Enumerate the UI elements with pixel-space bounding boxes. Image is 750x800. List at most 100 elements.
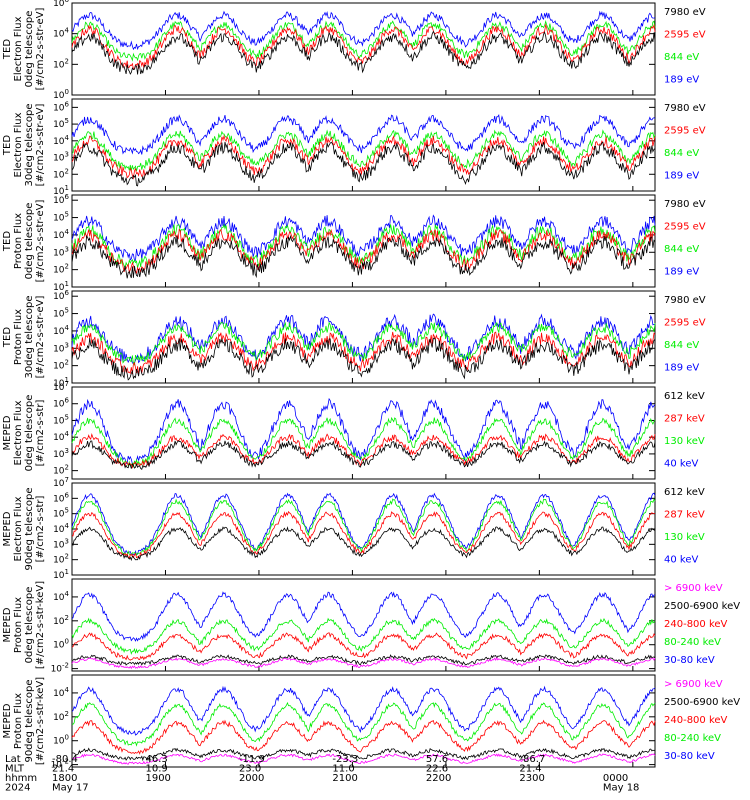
- panel-6: MEPEDElectron Flux90deg telescope[#/cm2-…: [2, 476, 705, 581]
- footer-value: -11.9: [239, 754, 265, 765]
- y-tick-label: 106: [53, 397, 69, 410]
- legend-entry: 287 keV: [664, 414, 705, 425]
- series-line: [71, 30, 656, 75]
- y-tick-exp: 6: [65, 289, 70, 297]
- y-axis-label-line: MEPED: [2, 607, 13, 642]
- series-line: [71, 337, 656, 381]
- series-line: [71, 10, 656, 51]
- legend-entry: 844 eV: [664, 52, 699, 63]
- y-tick-exp: 2: [65, 614, 69, 622]
- y-tick-label: 103: [53, 151, 69, 164]
- y-tick-exp: 4: [65, 27, 70, 35]
- series-line: [71, 113, 656, 155]
- panel-frame: [71, 290, 656, 384]
- series-line: [71, 331, 656, 375]
- series-line: [71, 510, 656, 559]
- y-tick-base: 10: [53, 510, 65, 520]
- footer-value: 23.0: [239, 764, 261, 775]
- y-tick-label: 105: [53, 507, 69, 520]
- series-line: [71, 632, 656, 661]
- series-line: [71, 397, 656, 466]
- footer-value: 21.4: [52, 764, 74, 775]
- y-tick-exp: 3: [65, 447, 69, 455]
- panel-5: MEPEDElectron Flux0deg telescope[#/cm2-s…: [2, 380, 705, 480]
- y-tick-label: 102: [53, 57, 69, 70]
- y-tick-exp: 5: [65, 307, 69, 315]
- y-axis-label-line: Proton Flux: [13, 693, 24, 749]
- legend-entry: 189 eV: [664, 363, 699, 374]
- legend-entry: 189 eV: [664, 171, 699, 182]
- legend-entry: 2595 eV: [664, 126, 706, 137]
- footer-value: 0000: [603, 773, 628, 784]
- y-tick-exp: 0: [65, 88, 69, 96]
- y-axis-label-line: [#/cm2-s-str-eV]: [35, 104, 46, 187]
- footer-value: 46.3: [145, 754, 167, 765]
- y-tick-base: 10: [53, 154, 65, 164]
- y-tick-exp: 7: [65, 380, 69, 388]
- panel-1: TEDElectron Flux0deg telescope[#/cm2-s-s…: [2, 0, 706, 101]
- y-tick-label: 104: [53, 134, 69, 147]
- y-tick-exp: 4: [65, 522, 70, 530]
- y-tick-exp: 4: [65, 228, 70, 236]
- y-tick-label: 102: [53, 710, 69, 723]
- series-line: [71, 747, 656, 762]
- y-axis-label-line: MEPED: [2, 703, 13, 738]
- y-tick-base: 10: [53, 137, 65, 147]
- y-tick-base: 10: [53, 571, 65, 581]
- y-axis-label-line: TED: [2, 231, 13, 252]
- y-axis-label-line: MEPED: [2, 415, 13, 450]
- y-tick-exp: 4: [65, 686, 70, 694]
- footer-value: 1900: [145, 773, 170, 784]
- y-axis-label-line: [#/cm2-s-str-keV]: [35, 677, 46, 765]
- legend-entry: > 6900 keV: [664, 679, 723, 690]
- series-line: [71, 526, 656, 562]
- y-tick-base: 10: [53, 91, 65, 101]
- y-tick-label: 107: [53, 476, 69, 489]
- y-axis-label-line: Proton Flux: [13, 309, 24, 365]
- footer-value: 11.0: [332, 764, 354, 775]
- series-line: [71, 129, 656, 172]
- y-tick-exp: 0: [65, 638, 69, 646]
- y-tick-exp: 2: [65, 263, 69, 271]
- series-line: [71, 214, 656, 261]
- y-axis-label-line: Electron Flux: [13, 112, 24, 177]
- y-tick-label: 106: [53, 491, 69, 504]
- y-tick-exp: 1: [65, 280, 69, 288]
- y-tick-exp: 0: [65, 734, 69, 742]
- y-tick-base: 10: [53, 344, 65, 354]
- y-tick-exp: 4: [65, 134, 70, 142]
- y-tick-base: 10: [53, 362, 65, 372]
- footer-value: 2100: [332, 773, 357, 784]
- footer-value: 1800: [52, 773, 77, 784]
- y-axis-label: TEDElectron Flux30deg telescope[#/cm2-s-…: [2, 103, 46, 186]
- legend-entry: 612 keV: [664, 487, 705, 498]
- y-tick-label: 104: [53, 27, 69, 40]
- legend-entry: 30-80 keV: [664, 655, 715, 666]
- y-tick-label: 106: [53, 289, 69, 302]
- y-tick-label: 103: [53, 341, 69, 354]
- footer-row-label: Lat: [5, 754, 21, 765]
- legend-entry: 40 keV: [664, 459, 698, 470]
- y-tick-base: 10: [53, 60, 65, 70]
- y-axis-label-line: Electron Flux: [13, 496, 24, 561]
- legend-entry: 40 keV: [664, 555, 698, 566]
- legend-entry: 240-800 keV: [664, 619, 728, 630]
- y-tick-base: 10: [53, 327, 65, 337]
- y-tick-exp: 4: [65, 590, 70, 598]
- y-tick-base: 10: [53, 120, 65, 130]
- footer-row-label: 2024: [5, 783, 30, 794]
- y-tick-exp: 4: [65, 430, 70, 438]
- series-line: [71, 440, 656, 470]
- y-tick-exp: 3: [65, 341, 69, 349]
- y-tick-base: 10: [53, 187, 65, 197]
- y-tick-label: 100: [53, 734, 69, 747]
- y-tick-base: 10: [53, 467, 65, 477]
- series-line: [71, 228, 656, 275]
- y-tick-exp: 3: [65, 151, 69, 159]
- y-tick-base: 10: [53, 433, 65, 443]
- y-tick-base: 10: [51, 665, 63, 675]
- y-tick-base: 10: [53, 292, 65, 302]
- y-axis-label-line: 90deg telescope: [24, 487, 35, 570]
- series-line: [71, 591, 656, 642]
